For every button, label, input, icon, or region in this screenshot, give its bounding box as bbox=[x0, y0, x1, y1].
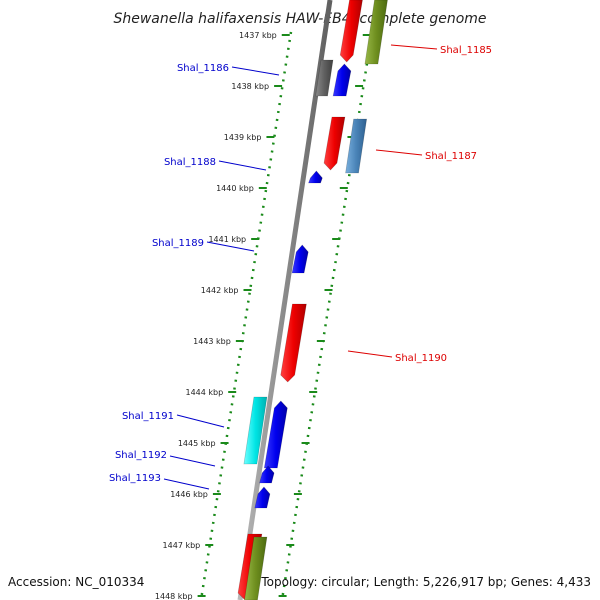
gene-label: Shal_1192 bbox=[115, 450, 167, 461]
accession-text: Accession: NC_010334 bbox=[8, 575, 144, 589]
leader-line bbox=[375, 149, 423, 156]
ruler-tick-label: 1442 kbp bbox=[201, 286, 239, 295]
leader-line bbox=[206, 241, 255, 252]
leader-line bbox=[218, 160, 267, 171]
gene-label: Shal_1193 bbox=[109, 473, 161, 484]
ruler-tick-label: 1438 kbp bbox=[231, 82, 269, 91]
cds-reverse bbox=[263, 400, 288, 469]
ruler-ticks: 1437 kbp 1438 kbp 1439 kbp 1440 kbp 1441 kbp… bbox=[155, 31, 371, 600]
gene-label: Shal_1188 bbox=[164, 157, 216, 168]
ruler-tick-label: 1439 kbp bbox=[224, 133, 262, 142]
ruler-tick-label: 1443 kbp bbox=[193, 337, 231, 346]
backbone-line bbox=[237, 0, 333, 600]
genome-backbone bbox=[237, 0, 333, 600]
leader-line bbox=[390, 44, 438, 50]
cds-reverse bbox=[254, 486, 271, 509]
leader-line bbox=[163, 478, 210, 490]
ruler-tick-label: 1437 kbp bbox=[239, 31, 277, 40]
ruler-tick-label: 1445 kbp bbox=[178, 439, 216, 448]
ruler-tick-label: 1440 kbp bbox=[216, 184, 254, 193]
rna-feature bbox=[364, 0, 388, 65]
ruler-tick-label: 1444 kbp bbox=[185, 388, 223, 397]
ruler-tick-label: 1448 kbp bbox=[155, 592, 193, 600]
gene-features bbox=[237, 0, 388, 600]
cds-reverse bbox=[308, 170, 323, 184]
gene-labels: Shal_1185 Shal_1186 Shal_1187 Shal_1188 Shal… bbox=[109, 45, 492, 484]
gene-label: Shal_1186 bbox=[177, 63, 229, 74]
left-ruler-line bbox=[199, 31, 293, 600]
cds-forward bbox=[323, 116, 346, 171]
gene-label: Shal_1187 bbox=[425, 151, 477, 162]
label-leader-lines bbox=[163, 44, 438, 490]
cds-forward bbox=[339, 0, 363, 63]
rna-feature bbox=[345, 118, 367, 174]
ruler-tick-label: 1441 kbp bbox=[208, 235, 246, 244]
leader-line bbox=[347, 350, 393, 358]
rna-feature bbox=[244, 536, 268, 600]
genome-summary-text: Topology: circular; Length: 5,226,917 bp… bbox=[260, 575, 591, 589]
ruler-tick-label: 1447 kbp bbox=[163, 541, 201, 550]
leader-line bbox=[231, 66, 280, 76]
cds-forward bbox=[280, 303, 307, 383]
rna-feature bbox=[243, 396, 268, 465]
gene-label: Shal_1190 bbox=[395, 353, 447, 364]
gene-label: Shal_1185 bbox=[440, 45, 492, 56]
gene-label: Shal_1191 bbox=[122, 411, 174, 422]
cds-reverse bbox=[259, 465, 275, 484]
rna-feature bbox=[315, 59, 334, 97]
cds-reverse bbox=[332, 63, 352, 97]
map-title: Shewanella halifaxensis HAW-EB4, complet… bbox=[113, 11, 486, 27]
ruler-dotted-lines bbox=[199, 31, 374, 600]
ruler-tick-label: 1446 kbp bbox=[170, 490, 208, 499]
leader-line bbox=[169, 455, 216, 467]
leader-line bbox=[176, 414, 225, 428]
gene-label: Shal_1189 bbox=[152, 238, 204, 249]
cds-reverse bbox=[291, 244, 309, 274]
